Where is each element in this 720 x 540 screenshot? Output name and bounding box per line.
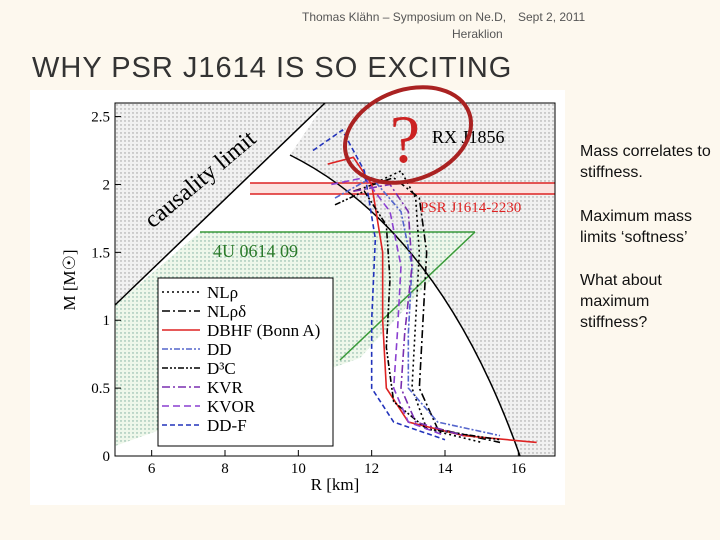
y-tick-label: 0 (103, 449, 111, 465)
header-place: Heraklion (452, 27, 503, 41)
y-tick-label: 2 (103, 177, 111, 193)
legend-label: KVR (207, 378, 244, 397)
x-tick-label: 16 (511, 461, 527, 477)
legend-label: NLρδ (207, 302, 246, 321)
y-tick-label: 0.5 (91, 381, 110, 397)
4u-boundary (339, 231, 476, 361)
x-tick-label: 10 (291, 461, 306, 477)
curve (331, 176, 446, 437)
curve (371, 169, 482, 444)
mass-shedding-line (289, 154, 521, 457)
x-tick-label: 8 (221, 461, 229, 477)
curve (334, 176, 501, 437)
legend-label: NLρ (207, 283, 238, 302)
x-tick-label: 14 (438, 461, 454, 477)
y-tick-label: 1 (103, 313, 111, 329)
plot-frame (114, 102, 556, 457)
bullet: Mass correlates to stiffness. (580, 143, 711, 181)
psr-band (250, 183, 555, 194)
annotation: 4U 0614 09 (213, 241, 298, 261)
causality-line (114, 102, 326, 306)
x-tick-label: 12 (364, 461, 379, 477)
legend-label: DD (207, 340, 232, 359)
y-axis-title: M [M☉] (60, 249, 79, 310)
header-author: Thomas Klähn – Symposium on Ne.D, (302, 10, 507, 24)
annotation: PSR J1614-2230 (420, 200, 521, 216)
legend-label: KVOR (207, 397, 256, 416)
bullet: What about maximum stiffness? (580, 272, 662, 331)
header-date: Sept 2, 2011 (518, 10, 586, 24)
curve (353, 183, 464, 437)
legend-label: D³C (207, 359, 236, 378)
highlight-ellipse (343, 85, 473, 185)
x-axis-title: R [km] (311, 475, 360, 494)
bullet: Maximum mass limits ‘softness’ (580, 208, 693, 246)
x-tick-label: 6 (148, 461, 156, 477)
legend-label: DD-F (207, 416, 247, 435)
curve (327, 156, 537, 444)
question-mark: ? (390, 101, 420, 177)
legend (157, 277, 334, 447)
slide-title: WHY PSR J1614 IS SO EXCITING (32, 52, 513, 84)
y-tick-label: 2.5 (91, 110, 110, 126)
legend-label: DBHF (Bonn A) (207, 321, 320, 340)
y-tick-label: 1.5 (91, 245, 110, 261)
